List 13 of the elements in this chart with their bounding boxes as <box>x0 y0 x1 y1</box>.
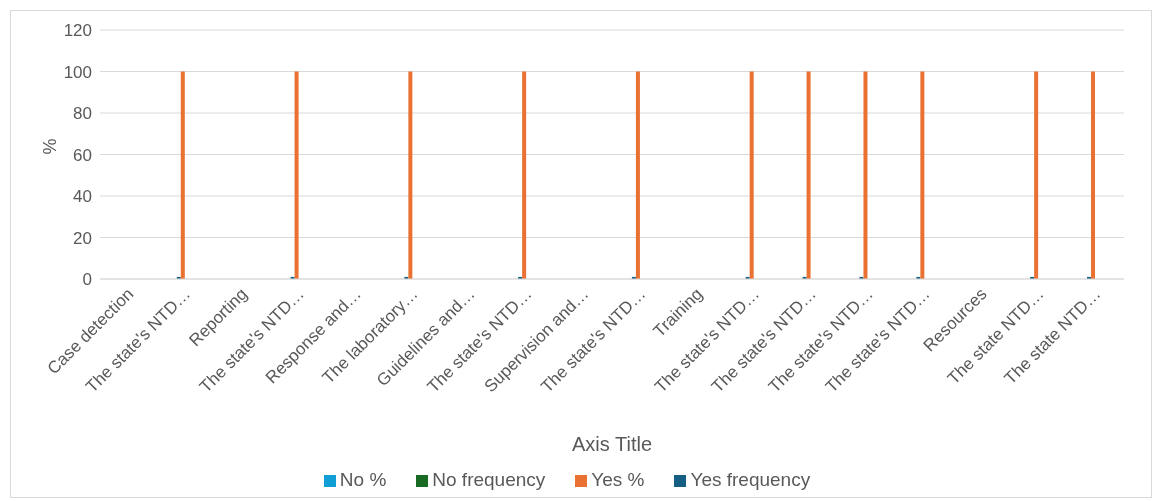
x-axis-title: Axis Title <box>571 433 653 455</box>
y-tick-label: 100 <box>63 62 92 82</box>
legend-label: Yes % <box>591 469 645 490</box>
legend-label: No % <box>339 469 387 490</box>
y-axis-title: % <box>40 138 61 155</box>
y-tick-label: 0 <box>82 270 92 290</box>
legend-label: Yes frequency <box>690 469 811 490</box>
legend-label: No frequency <box>432 469 546 490</box>
y-tick-label: 120 <box>63 21 92 41</box>
y-tick-label: 60 <box>73 145 92 165</box>
y-tick-label: 80 <box>73 104 92 124</box>
y-tick-label: 40 <box>73 187 92 207</box>
y-tick-label: 20 <box>73 228 92 248</box>
